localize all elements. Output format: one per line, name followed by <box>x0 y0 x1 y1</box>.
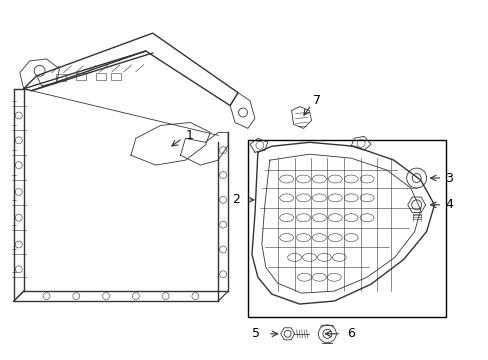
Text: 5: 5 <box>251 327 259 340</box>
Text: 4: 4 <box>445 198 452 211</box>
Text: 6: 6 <box>346 327 354 340</box>
Bar <box>247 140 446 317</box>
Bar <box>76 73 86 80</box>
Bar <box>96 73 106 80</box>
Text: 7: 7 <box>313 94 321 107</box>
Text: 2: 2 <box>232 193 240 206</box>
Bar <box>111 73 121 80</box>
Text: 3: 3 <box>445 171 452 185</box>
Text: 1: 1 <box>185 129 193 142</box>
Bar <box>56 74 66 81</box>
